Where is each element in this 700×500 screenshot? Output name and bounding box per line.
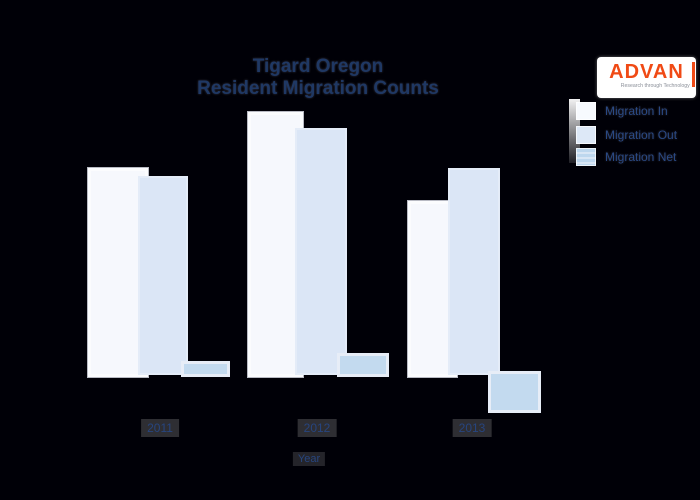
bar-net-2012 — [337, 353, 389, 377]
bar-net-2011 — [181, 361, 230, 377]
legend: Migration In Migration Out Migration Net — [569, 99, 699, 166]
advan-logo-wordmark: ADVAN — [609, 61, 684, 83]
legend-label: Migration In — [605, 104, 668, 118]
advan-logo-tagline: Research through Technology — [620, 83, 690, 89]
x-tick-label: 2012 — [297, 419, 337, 437]
legend-background-strip — [569, 99, 580, 163]
chart-title: Tigard Oregon Resident Migration Counts — [0, 56, 636, 100]
advan-logo-accent-mark — [692, 62, 695, 87]
advan-logo: ADVAN Research through Technology — [597, 57, 696, 98]
bar-out-2012 — [295, 128, 347, 375]
x-axis-title: Year — [292, 452, 326, 466]
legend-swatch-icon — [576, 148, 596, 166]
bar-net-2013 — [488, 371, 541, 413]
x-tick-label: 2011 — [141, 419, 179, 437]
legend-label: Migration Net — [605, 150, 677, 164]
legend-swatch-icon — [576, 126, 596, 144]
chart-title-line2: Resident Migration Counts — [197, 78, 439, 99]
chart-title-line1: Tigard Oregon — [252, 56, 384, 77]
legend-swatch-icon — [576, 102, 596, 120]
x-tick-label: 2013 — [452, 419, 492, 437]
bar-out-2013 — [448, 168, 500, 375]
bar-out-2011 — [138, 176, 188, 375]
legend-label: Migration Out — [605, 128, 678, 142]
